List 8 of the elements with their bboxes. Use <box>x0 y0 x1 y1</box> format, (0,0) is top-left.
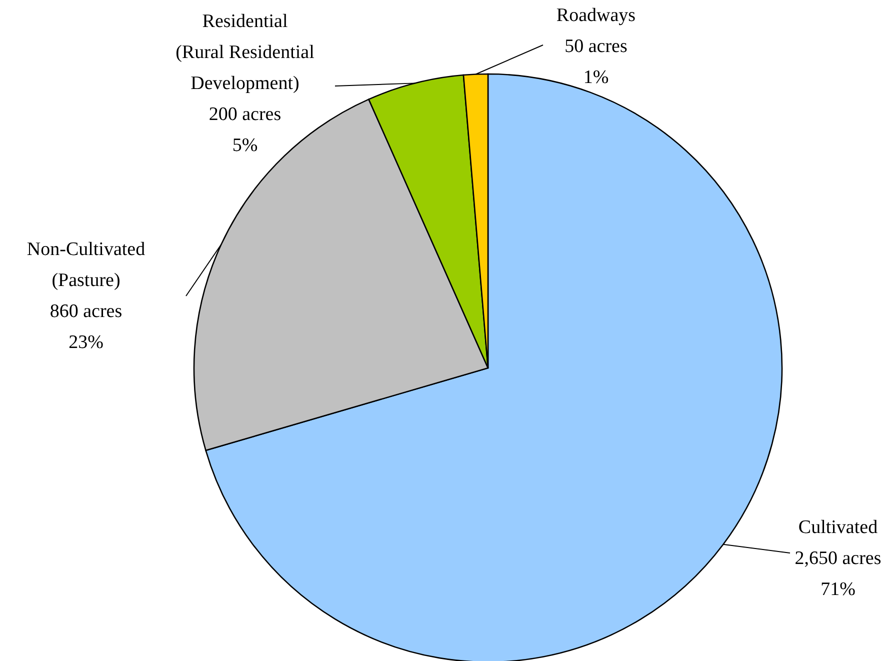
data-label: 200 acres 5% <box>208 104 282 156</box>
data-label: 2,650 acres 71% <box>794 548 882 600</box>
slice-label: Residential (Rural Residential Development) <box>176 11 314 94</box>
data-label: 50 acres 1% <box>564 36 628 88</box>
slice-label: Non-Cultivated (Pasture) <box>26 239 146 291</box>
data-label: 860 acres 23% <box>50 301 122 353</box>
slice-label: Cultivated <box>798 517 878 538</box>
slice-label: Roadways <box>556 5 636 26</box>
